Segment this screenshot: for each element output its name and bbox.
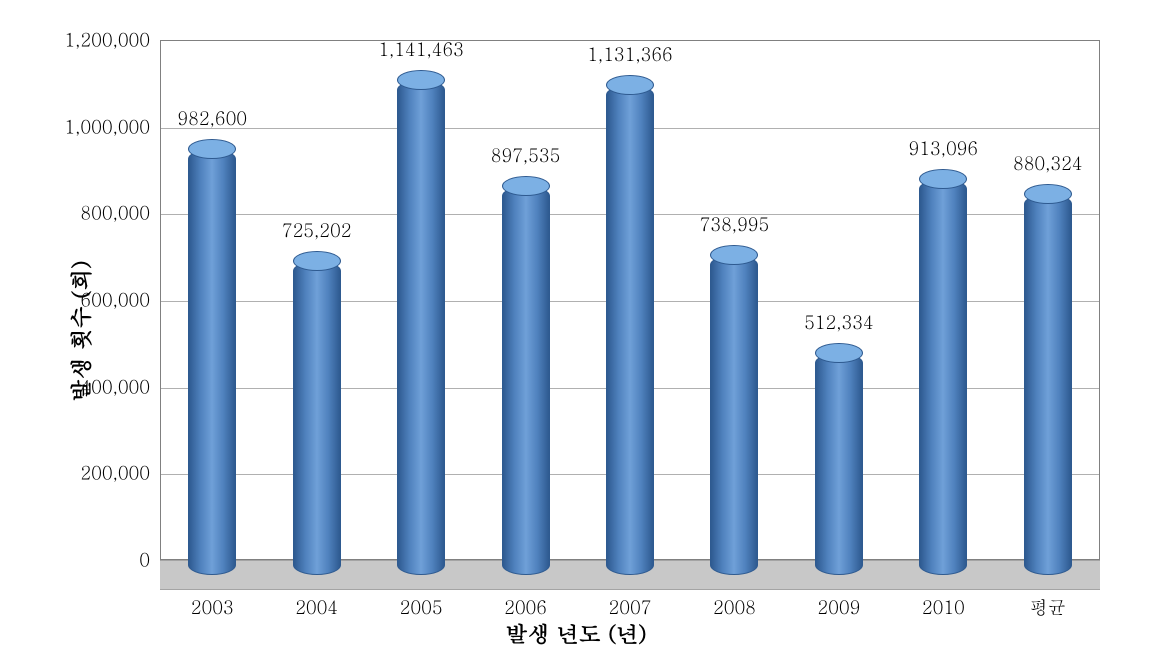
data-label: 738,995 (700, 212, 770, 255)
x-tick-label: 2010 (922, 560, 965, 620)
data-label: 512,334 (804, 310, 874, 353)
bar-body (502, 186, 550, 575)
x-tick-label: 2003 (191, 560, 234, 620)
y-tick-label: 200,000 (80, 461, 160, 486)
bar: 512,334 (815, 353, 863, 575)
bar: 897,535 (502, 186, 550, 575)
x-tick-label: 2005 (400, 560, 443, 620)
data-label: 1,131,366 (587, 42, 673, 85)
y-tick-label: 1,200,000 (64, 28, 160, 53)
bar: 880,324 (1024, 194, 1072, 575)
x-tick-label: 2007 (609, 560, 652, 620)
y-tick-label: 0 (139, 548, 160, 573)
bar-body (606, 85, 654, 575)
bar: 913,096 (919, 179, 967, 575)
chart-container: 발생 횟수 (회) 발생 년도 (년) 0200,000400,000600,0… (0, 0, 1152, 661)
data-label: 1,141,463 (378, 37, 464, 80)
bar-body (815, 353, 863, 575)
y-tick-label: 1,000,000 (64, 114, 160, 139)
x-tick-label: 2008 (713, 560, 756, 620)
bar: 725,202 (293, 261, 341, 575)
x-tick-label: 2009 (817, 560, 860, 620)
x-axis-label: 발생 년도 (년) (505, 618, 646, 649)
bar-body (397, 80, 445, 575)
x-tick-label: 2004 (295, 560, 338, 620)
data-label: 982,600 (177, 106, 247, 149)
x-tick-label: 평균 (1030, 560, 1066, 620)
bar: 982,600 (188, 149, 236, 575)
y-tick-label: 400,000 (80, 374, 160, 399)
data-label: 725,202 (282, 218, 352, 261)
y-tick-label: 600,000 (80, 288, 160, 313)
bar-body (188, 149, 236, 575)
data-label: 913,096 (909, 136, 979, 179)
data-label: 897,535 (491, 143, 561, 186)
bar: 1,131,366 (606, 85, 654, 575)
bar-body (293, 261, 341, 575)
y-tick-label: 800,000 (80, 201, 160, 226)
bar-body (919, 179, 967, 575)
bar: 1,141,463 (397, 80, 445, 575)
data-label: 880,324 (1013, 151, 1083, 194)
bar: 738,995 (710, 255, 758, 575)
bar-body (1024, 194, 1072, 575)
plot-area: 0200,000400,000600,000800,0001,000,0001,… (160, 40, 1100, 560)
bar-body (710, 255, 758, 575)
x-tick-label: 2006 (504, 560, 547, 620)
